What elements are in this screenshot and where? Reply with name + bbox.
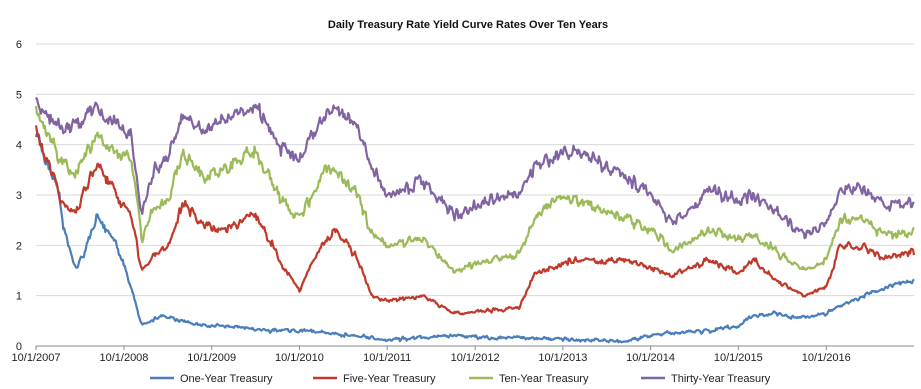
x-tick-label-3: 10/1/2010 bbox=[275, 352, 324, 364]
grid-lines bbox=[36, 43, 914, 297]
y-tick-label-3: 3 bbox=[16, 190, 22, 202]
axes: 0 1 2 3 4 5 6 10/1/2007 10/1/2008 10/1/2009 10/1/2… bbox=[12, 39, 914, 364]
y-tick-label-5: 5 bbox=[16, 89, 22, 101]
legend-label-1: Five-Year Treasury bbox=[343, 373, 436, 385]
series-line-3 bbox=[35, 96, 915, 240]
y-tick-label-4: 4 bbox=[16, 140, 22, 152]
y-tick-label-0: 0 bbox=[16, 341, 22, 353]
x-tick-label-0: 10/1/2007 bbox=[12, 352, 61, 364]
chart-title: Daily Treasury Rate Yield Curve Rates Ov… bbox=[328, 19, 608, 31]
x-tick-label-5: 10/1/2012 bbox=[451, 352, 500, 364]
legend-label-0: One-Year Treasury bbox=[180, 373, 273, 385]
series-line-2 bbox=[34, 105, 915, 274]
y-tick-label-1: 1 bbox=[16, 291, 22, 303]
x-tick-label-1: 10/1/2008 bbox=[99, 352, 148, 364]
x-tick-label-4: 10/1/2011 bbox=[363, 352, 411, 364]
x-tick-label-7: 10/1/2014 bbox=[626, 352, 675, 364]
x-tick-label-8: 10/1/2015 bbox=[714, 352, 763, 364]
x-tick-label-2: 10/1/2009 bbox=[187, 352, 236, 364]
legend: One-Year Treasury Five-Year Treasury Ten-Y… bbox=[150, 373, 771, 385]
y-tick-label-2: 2 bbox=[16, 240, 22, 252]
series-line-0 bbox=[34, 132, 915, 344]
x-tick-label-9: 10/1/2016 bbox=[802, 352, 851, 364]
legend-label-3: Thirty-Year Treasury bbox=[671, 373, 771, 385]
y-tick-label-6: 6 bbox=[16, 39, 22, 51]
x-tick-label-6: 10/1/2013 bbox=[538, 352, 587, 364]
series-lines bbox=[34, 96, 916, 344]
legend-label-2: Ten-Year Treasury bbox=[499, 373, 589, 385]
series-line-1 bbox=[34, 125, 916, 316]
